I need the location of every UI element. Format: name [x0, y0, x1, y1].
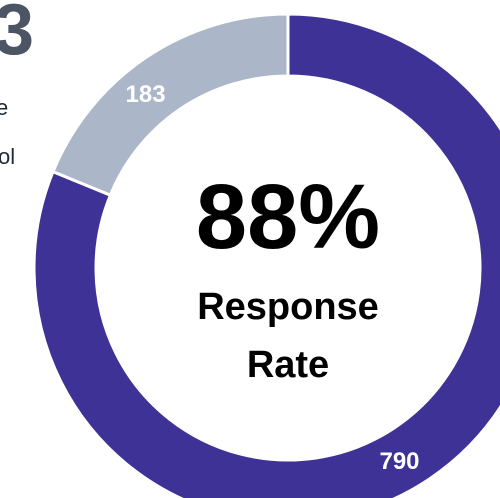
- donut-slice-value-label: 183: [126, 81, 166, 108]
- donut-slice-183: [51, 12, 290, 198]
- clipped-heading-digit: 3: [0, 0, 35, 70]
- center-label-line-1: Response: [197, 286, 379, 328]
- clipped-text-line-1: e: [0, 95, 9, 120]
- donut-slice-labels: 790 183: [126, 81, 420, 475]
- center-percentage: 88%: [196, 166, 380, 268]
- clipped-text-line-2: ol: [0, 144, 16, 169]
- donut-slices: [32, 12, 500, 498]
- donut-slice-790: [32, 12, 500, 498]
- center-label-line-2: Rate: [247, 344, 329, 386]
- donut-slice-value-label: 790: [379, 448, 419, 475]
